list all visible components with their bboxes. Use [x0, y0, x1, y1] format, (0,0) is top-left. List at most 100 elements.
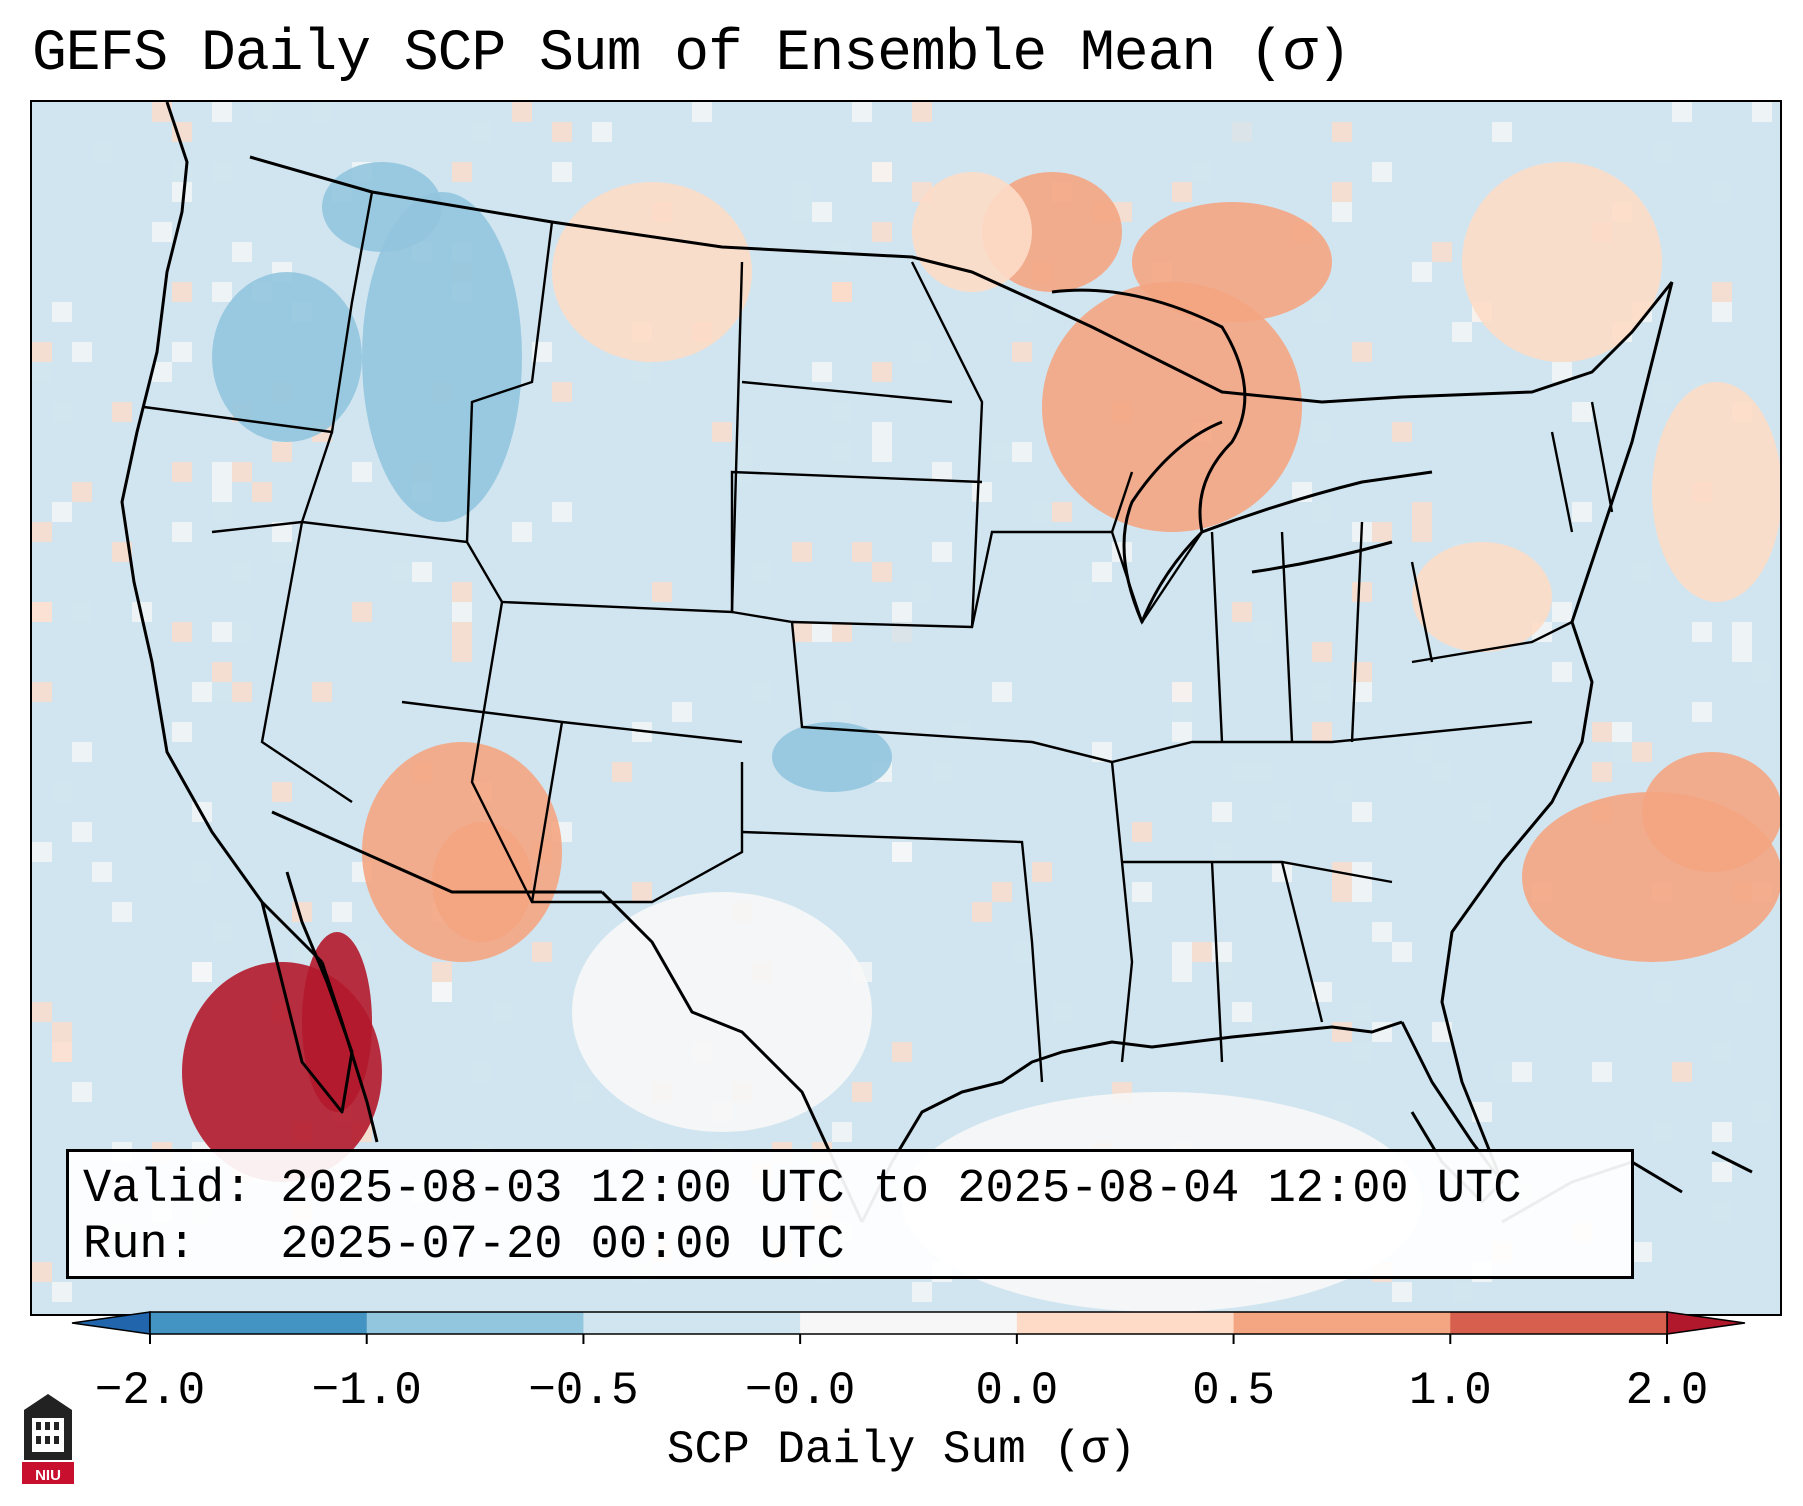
anomaly-cell: [32, 842, 52, 862]
mexico-mainland-coast: [320, 961, 379, 1143]
anomaly-cell: [52, 1042, 72, 1062]
anomaly-cell: [1632, 1242, 1652, 1262]
anomaly-cell: [1352, 882, 1372, 902]
anomaly-cell: [1412, 522, 1432, 542]
anomaly-cell: [912, 102, 932, 122]
anomaly-cell: [232, 462, 252, 482]
baja-peninsula: [260, 871, 354, 1114]
anomaly-cell: [1372, 922, 1392, 942]
anomaly-cell: [992, 882, 1012, 902]
anomaly-cell: [1412, 502, 1432, 522]
anomaly-cell: [852, 1082, 872, 1102]
anomaly-cell: [172, 462, 192, 482]
anomaly-cell: [52, 402, 72, 422]
anomaly-field: [32, 102, 1780, 1312]
anomaly-cell: [212, 502, 232, 522]
anomaly-cell: [1652, 982, 1672, 1002]
anomaly-cell: [1012, 442, 1032, 462]
anomaly-region: [322, 162, 442, 252]
anomaly-cell: [1632, 562, 1652, 582]
anomaly-cell: [832, 442, 852, 462]
anomaly-cell: [1312, 642, 1332, 662]
anomaly-cell: [1432, 242, 1452, 262]
anomaly-cell: [72, 1082, 92, 1102]
anomaly-cell: [612, 762, 632, 782]
anomaly-cell: [1312, 982, 1332, 1002]
anomaly-cell: [792, 542, 812, 562]
anomaly-cell: [212, 462, 232, 482]
anomaly-cell: [1752, 662, 1772, 682]
anomaly-cell: [32, 522, 52, 542]
colorbar-segment: [1233, 1312, 1451, 1334]
anomaly-cell: [1752, 1102, 1772, 1122]
colorbar-tick-label: 0.0: [975, 1365, 1059, 1417]
anomaly-cell: [1712, 1122, 1732, 1142]
anomaly-cell: [472, 122, 492, 142]
anomaly-cell: [1352, 1042, 1372, 1062]
anomaly-cell: [1012, 302, 1032, 322]
anomaly-cell: [1232, 122, 1252, 142]
anomaly-cell: [1372, 162, 1392, 182]
anomaly-cell: [1232, 1002, 1252, 1022]
anomaly-cell: [1352, 342, 1372, 362]
anomaly-cell: [1352, 1002, 1372, 1022]
anomaly-cell: [892, 602, 912, 622]
anomaly-cell: [392, 562, 412, 582]
atlantic-coastline: [1440, 281, 1674, 1183]
anomaly-cell: [1712, 1162, 1732, 1182]
anomaly-cell: [192, 682, 212, 702]
anomaly-cell: [932, 762, 952, 782]
anomaly-cell: [792, 622, 812, 642]
anomaly-cell: [1392, 422, 1412, 442]
anomaly-cell: [232, 242, 252, 262]
anomaly-cell: [52, 502, 72, 522]
chart-title: GEFS Daily SCP Sum of Ensemble Mean (σ): [32, 22, 1351, 87]
anomaly-cell: [832, 622, 852, 642]
anomaly-cell: [1652, 382, 1672, 402]
anomaly-cell: [992, 442, 1012, 462]
us-coastline-west: [120, 102, 324, 964]
colorbar-segment: [583, 1312, 801, 1334]
anomaly-cell: [32, 362, 52, 382]
colorbar-extend-min: [71, 1311, 151, 1335]
colorbar-tick-label: 2.0: [1625, 1365, 1709, 1417]
colorbar-tick-label: −1.0: [311, 1365, 422, 1417]
anomaly-cell: [1172, 682, 1192, 702]
anomaly-cell: [1232, 762, 1252, 782]
anomaly-cell: [1132, 882, 1152, 902]
anomaly-cell: [912, 582, 932, 602]
anomaly-cell: [852, 102, 872, 122]
anomaly-cell: [1692, 622, 1712, 642]
colorbar-tick-label: −2.0: [94, 1365, 206, 1417]
anomaly-region: [912, 172, 1032, 292]
colorbar-segment: [1016, 1312, 1235, 1334]
anomaly-cell: [632, 882, 652, 902]
anomaly-cell: [32, 1002, 52, 1022]
colorbar-segment: [366, 1312, 584, 1334]
anomaly-cell: [172, 722, 192, 742]
map-frame: [30, 100, 1782, 1316]
anomaly-cell: [252, 102, 272, 122]
anomaly-cell: [32, 342, 52, 362]
anomaly-cell: [1052, 1002, 1072, 1022]
anomaly-cell: [1352, 802, 1372, 822]
anomaly-cell: [1652, 142, 1672, 162]
anomaly-cell: [1512, 1062, 1532, 1082]
us-mexico-border-west: [271, 810, 602, 894]
anomaly-cell: [552, 502, 572, 522]
anomaly-cell: [72, 602, 92, 622]
anomaly-region: [1642, 752, 1780, 872]
anomaly-cell: [172, 122, 192, 142]
anomaly-region: [212, 272, 362, 442]
anomaly-cell: [892, 622, 912, 642]
colorbar-segment: [1450, 1312, 1668, 1334]
anomaly-cell: [152, 102, 172, 122]
anomaly-cell: [1332, 182, 1352, 202]
anomaly-cell: [832, 402, 852, 422]
map-boundaries: [120, 102, 1753, 1224]
anomaly-cell: [892, 842, 912, 862]
anomaly-cell: [1332, 122, 1352, 142]
anomaly-cell: [112, 902, 132, 922]
anomaly-cell: [1472, 802, 1492, 822]
anomaly-cell: [172, 522, 192, 542]
